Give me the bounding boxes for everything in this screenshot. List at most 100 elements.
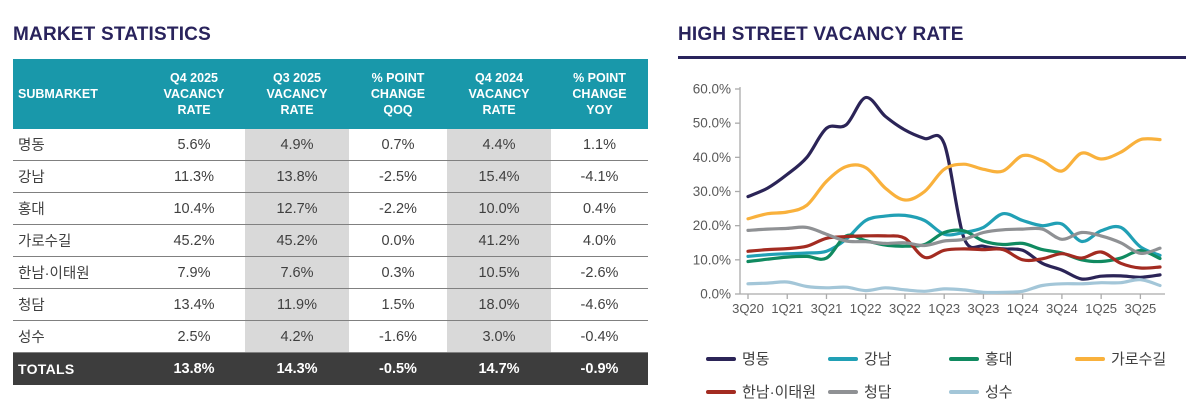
- header-cell: Q4 2024 VACANCY RATE: [447, 59, 551, 129]
- market-statistics-title: MARKET STATISTICS: [13, 24, 211, 45]
- legend-label: 명동: [742, 351, 770, 368]
- table-row: 가로수길 45.2% 45.2% 0.0% 41.2% 4.0%: [13, 224, 648, 257]
- table-row: 성수 2.5% 4.2% -1.6% 3.0% -0.4%: [13, 320, 648, 353]
- legend-item: 명동: [706, 348, 828, 369]
- legend-swatch-icon: [949, 389, 979, 394]
- table-row: 한남·이태원 7.9% 7.6% 0.3% 10.5% -2.6%: [13, 256, 648, 289]
- high-street-vacancy-line-chart: 0.0% 10.0% 20.0% 30.0% 40.0% 50.0% 60.0% 3Q20 1Q…: [693, 82, 1165, 317]
- y-tick-label: 50.0%: [693, 116, 731, 131]
- table-head: SUBMARKET Q4 2025 VACANCY RATE Q3 2025 VAC…: [13, 59, 648, 129]
- header-cell-submarket: SUBMARKET: [13, 59, 143, 129]
- value-cell: 10.0%: [447, 192, 551, 225]
- table-row: 강남 11.3% 13.8% -2.5% 15.4% -4.1%: [13, 160, 648, 193]
- value-cell: -2.5%: [349, 160, 447, 193]
- value-cell: 5.6%: [143, 129, 245, 161]
- x-tick-label: 3Q20: [732, 301, 764, 316]
- value-cell: -4.1%: [551, 160, 648, 193]
- submarket-cell: 청담: [13, 288, 143, 321]
- table-foot: TOTALS 13.8% 14.3% -0.5% 14.7% -0.9%: [13, 352, 648, 385]
- value-cell: 4.2%: [245, 320, 349, 353]
- value-cell: 2.5%: [143, 320, 245, 353]
- title-underline: [678, 56, 1186, 59]
- axis-labels: 0.0% 10.0% 20.0% 30.0% 40.0% 50.0% 60.0% 3Q20 1Q…: [693, 82, 1157, 317]
- value-cell: 13.4%: [143, 288, 245, 321]
- axes: [735, 87, 1165, 299]
- value-cell: 7.6%: [245, 256, 349, 289]
- value-cell: 11.3%: [143, 160, 245, 193]
- value-cell: -2.6%: [551, 256, 648, 289]
- table-row: 청담 13.4% 11.9% 1.5% 18.0% -4.6%: [13, 288, 648, 321]
- header-cell: % POINT CHANGE YOY: [551, 59, 648, 129]
- y-tick-label: 0.0%: [700, 287, 731, 302]
- legend-label: 성수: [985, 384, 1013, 401]
- value-cell: 7.9%: [143, 256, 245, 289]
- x-tick-label: 3Q23: [968, 301, 1000, 316]
- x-tick-label: 1Q23: [928, 301, 960, 316]
- legend-item: 청담: [828, 381, 949, 402]
- vacancy-chart-title: HIGH STREET VACANCY RATE: [678, 24, 964, 45]
- value-cell: 3.0%: [447, 320, 551, 353]
- legend-swatch-icon: [828, 389, 858, 394]
- value-cell: 41.2%: [447, 224, 551, 257]
- series-line-1: [746, 95, 1162, 281]
- legend-label: 가로수길: [1111, 351, 1167, 368]
- value-cell: 0.0%: [349, 224, 447, 257]
- value-cell: 4.4%: [447, 129, 551, 161]
- legend-label: 홍대: [985, 351, 1013, 368]
- y-tick-label: 40.0%: [693, 150, 731, 165]
- submarket-cell: 가로수길: [13, 224, 143, 257]
- table-row: 명동 5.6% 4.9% 0.7% 4.4% 1.1%: [13, 129, 648, 161]
- series-line-7: [746, 278, 1162, 295]
- legend-swatch-icon: [828, 356, 858, 361]
- value-cell: 1.1%: [551, 129, 648, 161]
- legend-swatch-icon: [1075, 356, 1105, 361]
- totals-value-cell: -0.5%: [349, 352, 447, 385]
- table-header-row: SUBMARKET Q4 2025 VACANCY RATE Q3 2025 VAC…: [13, 59, 648, 129]
- legend-label: 한남·이태원: [742, 384, 816, 401]
- series-line-4: [746, 137, 1162, 221]
- x-tick-label: 1Q22: [850, 301, 882, 316]
- legend-item: 강남: [828, 348, 949, 369]
- totals-value-cell: -0.9%: [551, 352, 648, 385]
- value-cell: 0.3%: [349, 256, 447, 289]
- value-cell: 10.5%: [447, 256, 551, 289]
- value-cell: 10.4%: [143, 192, 245, 225]
- submarket-cell: 성수: [13, 320, 143, 353]
- y-tick-label: 60.0%: [693, 82, 731, 97]
- value-cell: 0.4%: [551, 192, 648, 225]
- legend-item: 홍대: [949, 348, 1075, 369]
- legend-swatch-icon: [706, 389, 736, 394]
- totals-value-cell: 14.3%: [245, 352, 349, 385]
- market-statistics-table: SUBMARKET Q4 2025 VACANCY RATE Q3 2025 VAC…: [13, 59, 648, 385]
- x-tick-label: 3Q21: [811, 301, 843, 316]
- series-line-5: [746, 234, 1162, 270]
- legend-item: 한남·이태원: [706, 381, 828, 402]
- x-tick-label: 1Q25: [1085, 301, 1117, 316]
- legend-item: 성수: [949, 381, 1075, 402]
- value-cell: 18.0%: [447, 288, 551, 321]
- value-cell: 12.7%: [245, 192, 349, 225]
- value-cell: 15.4%: [447, 160, 551, 193]
- submarket-cell: 홍대: [13, 192, 143, 225]
- table-body: 명동 5.6% 4.9% 0.7% 4.4% 1.1% 강남 11.3% 13.8% -2.5% 1…: [13, 129, 648, 353]
- series-line-6: [746, 225, 1162, 256]
- x-tick-label: 1Q21: [771, 301, 803, 316]
- value-cell: 45.2%: [245, 224, 349, 257]
- value-cell: -1.6%: [349, 320, 447, 353]
- value-cell: 11.9%: [245, 288, 349, 321]
- table-row: 홍대 10.4% 12.7% -2.2% 10.0% 0.4%: [13, 192, 648, 225]
- series-line-2: [746, 211, 1162, 258]
- value-cell: -2.2%: [349, 192, 447, 225]
- y-tick-label: 30.0%: [693, 184, 731, 199]
- header-cell: Q3 2025 VACANCY RATE: [245, 59, 349, 129]
- totals-value-cell: 14.7%: [447, 352, 551, 385]
- value-cell: -4.6%: [551, 288, 648, 321]
- totals-value-cell: 13.8%: [143, 352, 245, 385]
- value-cell: 0.7%: [349, 129, 447, 161]
- header-cell: Q4 2025 VACANCY RATE: [143, 59, 245, 129]
- y-tick-label: 20.0%: [693, 218, 731, 233]
- x-tick-label: 3Q24: [1046, 301, 1078, 316]
- legend-label: 강남: [864, 351, 892, 368]
- totals-row: TOTALS 13.8% 14.3% -0.5% 14.7% -0.9%: [13, 352, 648, 385]
- value-cell: -0.4%: [551, 320, 648, 353]
